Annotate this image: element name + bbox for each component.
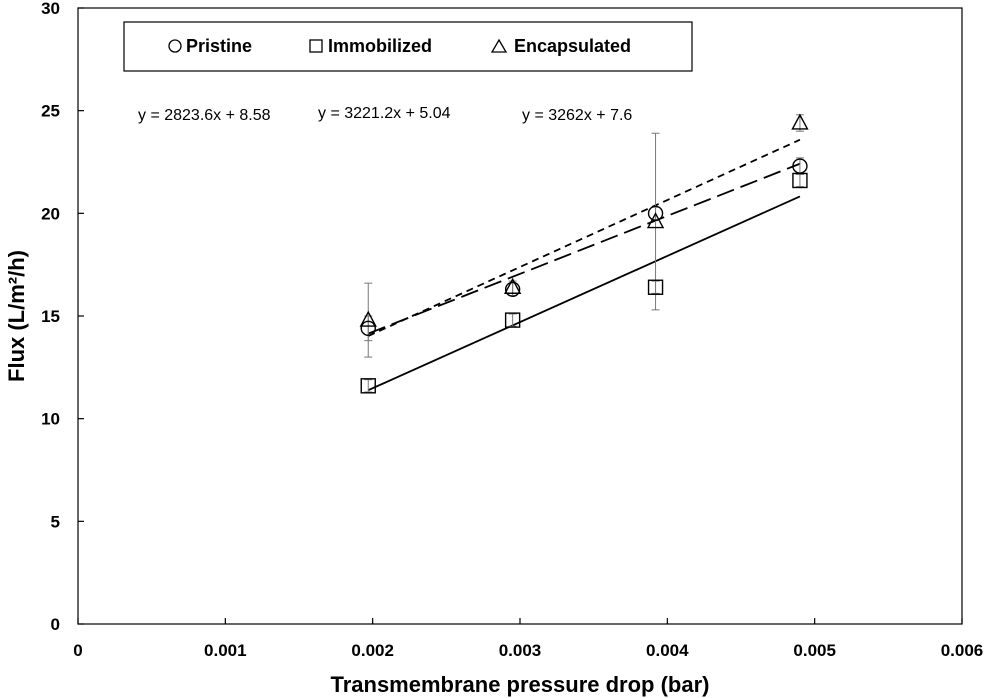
y-axis-ticks: 0 5 10 15 20 25 30 [41,0,84,634]
y-tick-label: 0 [51,615,60,634]
x-tick-label: 0.005 [793,641,836,660]
trendlines [367,138,801,392]
legend: Pristine Immobilized Encapsulated [123,21,693,72]
point-encapsulated [646,212,665,229]
point-immobilized [504,312,521,328]
legend-circle-icon [168,39,182,53]
point-pristine [647,205,664,222]
legend-square-icon [309,39,323,53]
equation-encapsulated: y = 3262x + 7.6 [522,107,632,124]
x-tick-label: 0.002 [351,641,394,660]
point-encapsulated [791,113,809,130]
legend-label-pristine: Pristine [186,36,252,56]
trendline-pristine [367,162,801,335]
x-tick-label: 0.006 [941,641,984,660]
y-tick-label: 10 [41,410,60,429]
x-tick-label: 0.003 [499,641,542,660]
point-pristine [360,320,376,337]
y-tick-label: 15 [41,307,60,326]
point-pristine [504,281,521,298]
point-encapsulated [503,277,522,294]
legend-triangle-icon [490,38,508,53]
x-axis-ticks: 0 0.001 0.002 0.003 0.004 0.005 0.006 [73,618,983,660]
point-immobilized [360,378,376,394]
point-immobilized [792,172,808,189]
data-markers [359,113,809,394]
legend-label-immobilized: Immobilized [328,36,432,56]
equation-immobilized: y = 3221.2x + 5.04 [318,105,451,122]
point-immobilized [647,279,664,295]
y-tick-label: 30 [41,0,60,18]
x-tick-label: 0.004 [646,641,689,660]
equation-pristine: y = 2823.6x + 8.58 [138,107,271,124]
point-encapsulated [359,310,377,327]
trendline-immobilized [367,195,801,392]
legend-label-encapsulated: Encapsulated [514,36,631,56]
legend-box [123,21,693,72]
x-tick-label: 0.001 [204,641,247,660]
y-tick-label: 20 [41,204,60,223]
x-axis-title: Transmembrane pressure drop (bar) [330,672,709,697]
y-axis-title: Flux (L/m²/h) [4,250,29,382]
y-tick-label: 25 [41,102,60,121]
x-tick-label: 0 [73,641,82,660]
y-tick-label: 5 [51,512,60,531]
